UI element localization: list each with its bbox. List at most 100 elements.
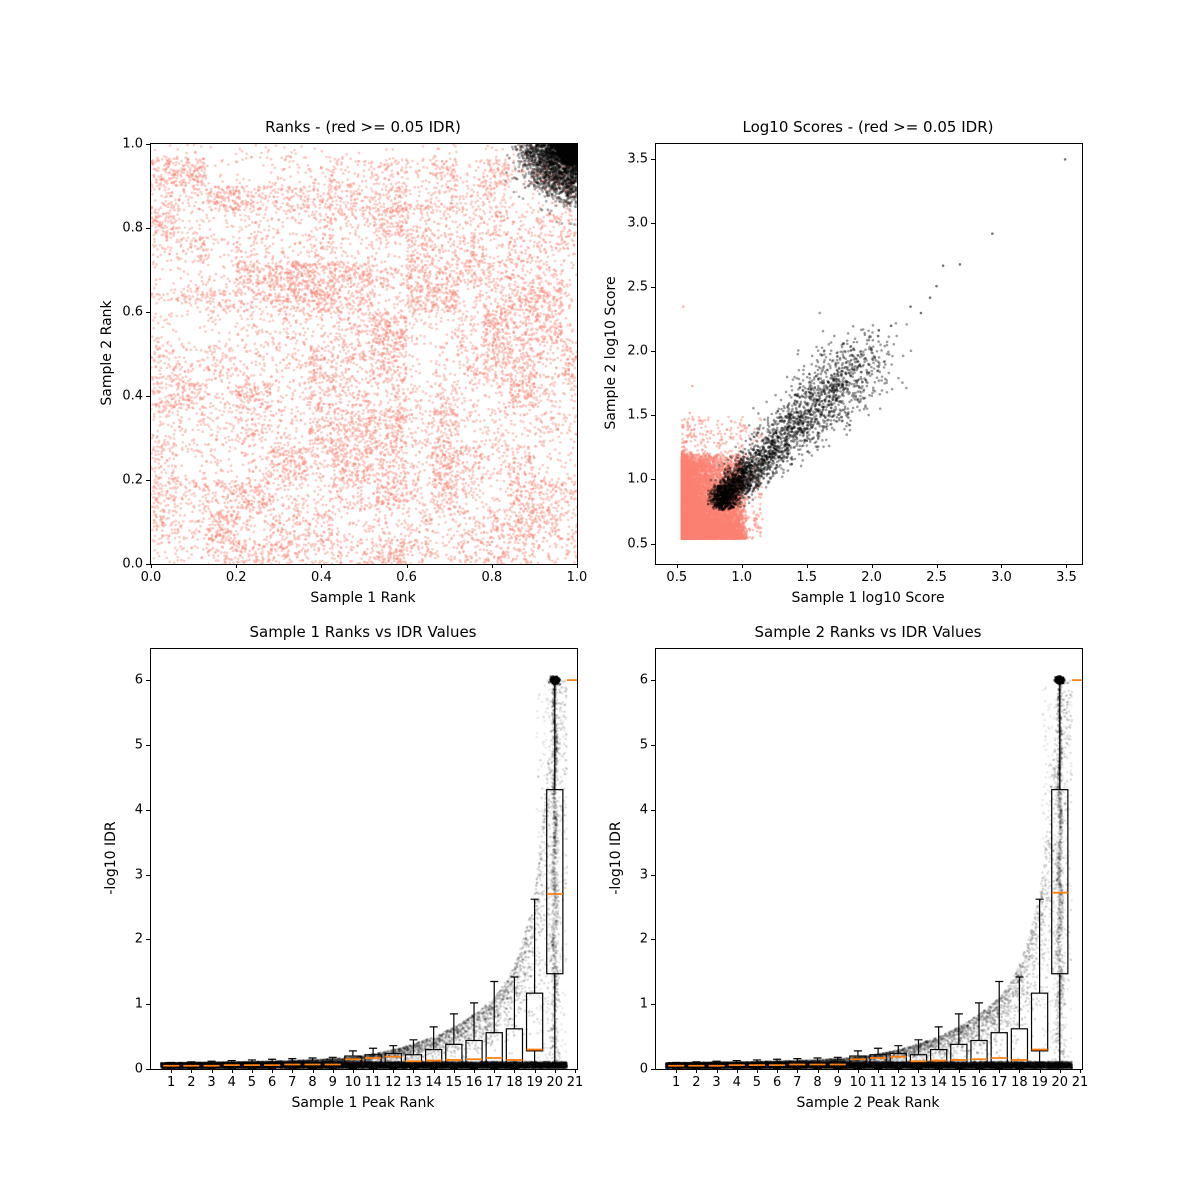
y-tick-mark bbox=[146, 312, 150, 313]
x-tick-mark bbox=[211, 1069, 213, 1073]
y-tick-label: 1 bbox=[639, 996, 648, 1012]
sample1-idr-plot-area: 1 2 3 4 5 6 7 8 9 10 11 12 13 14 15 16 17 18 19 20 21 0 1 2 3 4 5 6 bbox=[135, 648, 583, 1090]
x-axis-label: Sample 2 Peak Rank bbox=[796, 1095, 940, 1111]
x-axis-label: Sample 1 Peak Rank bbox=[291, 1095, 435, 1111]
x-tick-label: 11 bbox=[869, 1075, 887, 1090]
x-tick-label: 14 bbox=[930, 1075, 947, 1090]
x-tick-label: 19 bbox=[526, 1075, 543, 1090]
scores-plot-area: 0.5 1.0 1.5 2.0 2.5 3.0 3.5 0.5 1.0 1.5 2.0 2.5 3.0 3… bbox=[627, 143, 1083, 585]
sample2-idr-canvas bbox=[656, 649, 1082, 1069]
x-tick-mark bbox=[191, 1069, 193, 1073]
x-tick-mark bbox=[373, 1069, 375, 1073]
x-tick-mark bbox=[312, 1069, 314, 1073]
x-tick-mark bbox=[1019, 1069, 1021, 1073]
scores-scatter-canvas bbox=[656, 144, 1082, 564]
x-tick-label: 14 bbox=[425, 1075, 442, 1090]
x-tick-label: 8 bbox=[308, 1075, 317, 1090]
y-tick-mark bbox=[146, 144, 150, 145]
chart-title: Ranks - (red >= 0.05 IDR) bbox=[265, 118, 461, 136]
x-tick-mark bbox=[272, 1069, 274, 1073]
x-tick-label: 3.0 bbox=[991, 570, 1012, 585]
x-tick-label: 3 bbox=[712, 1075, 721, 1090]
x-tick-mark bbox=[577, 564, 578, 568]
x-tick-label: 20 bbox=[1051, 1075, 1069, 1090]
y-tick-mark bbox=[146, 1004, 150, 1006]
x-tick-label: 16 bbox=[465, 1075, 483, 1090]
sample2-idr-plot-area: 1 2 3 4 5 6 7 8 9 10 11 12 13 14 15 16 17 18 19 20 21 0 1 2 3 4 5 6 bbox=[640, 648, 1088, 1090]
y-tick-label: 0.0 bbox=[122, 556, 143, 572]
y-tick-label: 1 bbox=[134, 996, 143, 1012]
x-tick-mark bbox=[958, 1069, 960, 1073]
x-tick-label: 17 bbox=[485, 1075, 503, 1090]
y-tick-label: 2.0 bbox=[627, 343, 648, 359]
x-tick-mark bbox=[676, 1069, 678, 1073]
x-tick-label: 8 bbox=[813, 1075, 822, 1090]
x-tick-mark bbox=[857, 1069, 859, 1073]
y-tick-label: 3 bbox=[639, 867, 648, 883]
x-tick-mark bbox=[676, 564, 678, 568]
y-tick-label: 1.0 bbox=[627, 471, 648, 487]
x-tick-label: 0.2 bbox=[225, 570, 247, 585]
x-tick-label: 0.5 bbox=[666, 570, 688, 585]
x-tick-mark bbox=[1066, 564, 1068, 568]
y-tick-label: 0.4 bbox=[122, 388, 143, 404]
x-tick-label: 12 bbox=[384, 1075, 402, 1090]
x-tick-label: 1.0 bbox=[566, 570, 588, 585]
y-tick-label: 4 bbox=[639, 802, 648, 818]
x-tick-label: 3.5 bbox=[1056, 570, 1077, 585]
x-tick-label: 6 bbox=[772, 1075, 782, 1090]
x-tick-mark bbox=[1079, 1069, 1081, 1073]
x-tick-label: 20 bbox=[546, 1075, 564, 1090]
y-tick-label: 0 bbox=[134, 1061, 143, 1077]
x-tick-mark bbox=[1059, 1069, 1061, 1073]
y-tick-label: 1.5 bbox=[627, 407, 648, 423]
x-tick-label: 15 bbox=[950, 1075, 968, 1090]
x-tick-mark bbox=[1039, 1069, 1041, 1073]
chart-title: Sample 1 Ranks vs IDR Values bbox=[249, 623, 477, 641]
x-tick-mark bbox=[837, 1069, 839, 1073]
y-tick-mark bbox=[651, 874, 655, 876]
y-tick-label: 4 bbox=[134, 802, 143, 818]
x-tick-mark bbox=[806, 564, 808, 568]
y-tick-mark bbox=[146, 480, 150, 481]
x-tick-label: 13 bbox=[405, 1075, 422, 1090]
x-tick-label: 7 bbox=[793, 1075, 802, 1090]
x-tick-mark bbox=[999, 1069, 1001, 1073]
x-tick-label: 10 bbox=[849, 1075, 867, 1090]
x-tick-mark bbox=[474, 1069, 476, 1073]
y-tick-label: 5 bbox=[134, 737, 143, 753]
y-tick-label: 2 bbox=[134, 931, 143, 947]
x-tick-mark bbox=[918, 1069, 920, 1073]
y-tick-label: 5 bbox=[639, 737, 648, 753]
x-tick-label: 0.6 bbox=[396, 570, 417, 585]
x-tick-mark bbox=[491, 564, 493, 568]
x-tick-mark bbox=[716, 1069, 718, 1073]
y-tick-mark bbox=[651, 1004, 655, 1006]
x-tick-label: 4 bbox=[227, 1075, 236, 1090]
y-tick-mark bbox=[651, 479, 655, 481]
x-tick-label: 2.5 bbox=[926, 570, 947, 585]
y-tick-label: 3 bbox=[134, 867, 143, 883]
x-axis-label: Sample 1 Rank bbox=[310, 590, 416, 606]
x-tick-mark bbox=[696, 1069, 698, 1073]
x-tick-mark bbox=[494, 1069, 496, 1073]
y-tick-mark bbox=[651, 680, 655, 682]
x-tick-label: 7 bbox=[288, 1075, 297, 1090]
y-tick-mark bbox=[146, 744, 150, 746]
x-tick-mark bbox=[878, 1069, 880, 1073]
y-axis-label: Sample 2 log10 Score bbox=[603, 276, 619, 430]
ranks-scatter-canvas bbox=[151, 144, 577, 564]
y-tick-mark bbox=[651, 1069, 655, 1070]
x-tick-mark bbox=[756, 1069, 758, 1073]
x-tick-mark bbox=[777, 1069, 779, 1073]
y-tick-mark bbox=[146, 564, 150, 565]
y-tick-mark bbox=[146, 939, 150, 941]
y-axis-label: -log10 IDR bbox=[608, 821, 624, 895]
x-tick-label: 5 bbox=[247, 1075, 257, 1090]
x-tick-mark bbox=[1001, 564, 1003, 568]
y-tick-mark bbox=[146, 396, 150, 397]
x-tick-mark bbox=[936, 564, 938, 568]
x-tick-mark bbox=[321, 564, 323, 568]
y-tick-mark bbox=[651, 939, 655, 941]
x-tick-label: 9 bbox=[328, 1075, 337, 1090]
